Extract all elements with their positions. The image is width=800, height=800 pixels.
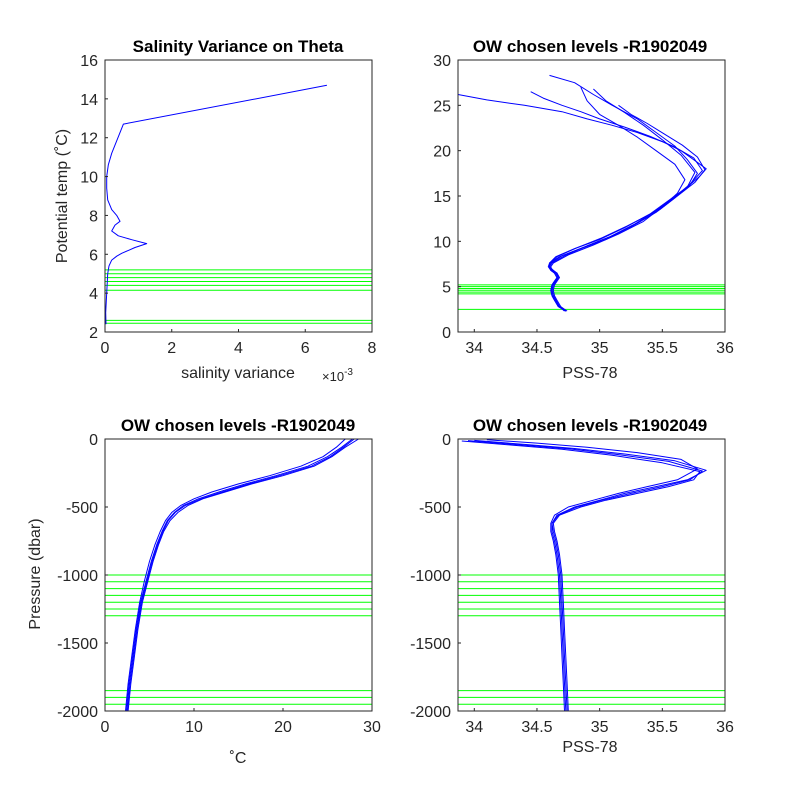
- panel-title: OW chosen levels -R1902049: [473, 37, 707, 56]
- x-tick-label: 36: [716, 340, 734, 357]
- profile-line: [127, 438, 359, 712]
- y-tick-label: 0: [442, 432, 451, 449]
- y-tick-label: 25: [433, 98, 451, 115]
- x-tick-label: 30: [363, 719, 381, 736]
- y-tick-label: -500: [66, 500, 98, 517]
- y-tick-label: 10: [433, 234, 451, 251]
- x-tick-label: 20: [274, 719, 292, 736]
- x-axis-multiplier: ×10-3: [322, 367, 353, 384]
- y-tick-label: -500: [419, 500, 451, 517]
- x-tick-label: 34.5: [521, 719, 552, 736]
- y-tick-label: 5: [442, 280, 451, 297]
- y-tick-label: -2000: [57, 704, 98, 721]
- panel-title: Salinity Variance on Theta: [133, 37, 344, 56]
- y-tick-label: -1000: [410, 568, 451, 585]
- x-tick-label: 35.5: [647, 340, 678, 357]
- profile-line: [486, 439, 698, 712]
- panel-salinity-pressure: OW chosen levels -R1902049 PSS-78 34 34.5…: [410, 416, 734, 756]
- profile-line: [549, 104, 706, 312]
- y-tick-label: 8: [89, 208, 98, 225]
- x-tick-label: 35: [591, 340, 609, 357]
- x-tick-label: 34: [465, 719, 483, 736]
- y-tick-label: 2: [89, 325, 98, 342]
- x-tick-label: 35.5: [647, 719, 678, 736]
- y-tick-label: 0: [442, 325, 451, 342]
- profile-line: [474, 439, 707, 712]
- profile-line: [125, 438, 353, 712]
- y-tick-label: -1000: [57, 568, 98, 585]
- x-axis-label: ˚C: [230, 750, 247, 767]
- x-tick-label: 34.5: [521, 340, 552, 357]
- y-axis-label: Potential temp (˚C): [54, 129, 71, 263]
- panel-temperature-pressure: OW chosen levels -R1902049 ˚C Pressure (…: [27, 416, 381, 767]
- panel-title: OW chosen levels -R1902049: [473, 416, 707, 435]
- x-tick-label: 0: [101, 719, 110, 736]
- panel-title: OW chosen levels -R1902049: [121, 416, 355, 435]
- x-axis-multiplier-exponent: -3: [344, 367, 353, 378]
- y-tick-label: 16: [80, 53, 98, 70]
- x-axis-label: PSS-78: [562, 739, 617, 756]
- profile-line: [550, 86, 686, 312]
- profile-line: [126, 438, 355, 712]
- y-tick-label: 4: [89, 286, 98, 303]
- profile-line: [125, 438, 346, 712]
- x-tick-label: 10: [185, 719, 203, 736]
- y-tick-label: 30: [433, 53, 451, 70]
- profile-line: [549, 88, 696, 312]
- x-tick-label: 0: [101, 340, 110, 357]
- panel-salinity-theta-profiles: OW chosen levels -R1902049 PSS-78 34 34.5…: [433, 37, 734, 382]
- x-tick-label: 36: [716, 719, 734, 736]
- y-tick-label: 20: [433, 144, 451, 161]
- x-tick-label: 4: [234, 340, 243, 357]
- x-tick-label: 2: [167, 340, 176, 357]
- y-tick-label: 10: [80, 170, 98, 187]
- y-tick-label: -2000: [410, 704, 451, 721]
- y-axis-label: Pressure (dbar): [27, 518, 44, 629]
- y-tick-label: -1500: [57, 636, 98, 653]
- profile-line: [461, 440, 701, 712]
- y-tick-label: 12: [80, 131, 98, 148]
- profile-line: [467, 440, 703, 712]
- y-tick-label: 14: [80, 92, 98, 109]
- x-tick-label: 34: [465, 340, 483, 357]
- x-tick-label: 35: [591, 719, 609, 736]
- x-axis-multiplier-base: ×10: [322, 369, 344, 384]
- x-axis-label: salinity variance: [181, 365, 295, 382]
- y-tick-label: 0: [89, 432, 98, 449]
- y-tick-label: 6: [89, 247, 98, 264]
- x-axis-label: PSS-78: [562, 365, 617, 382]
- x-tick-label: 8: [368, 340, 377, 357]
- x-tick-label: 6: [301, 340, 310, 357]
- y-tick-label: -1500: [410, 636, 451, 653]
- panel-salinity-variance: Salinity Variance on Theta salinity vari…: [54, 37, 377, 384]
- y-tick-label: 15: [433, 189, 451, 206]
